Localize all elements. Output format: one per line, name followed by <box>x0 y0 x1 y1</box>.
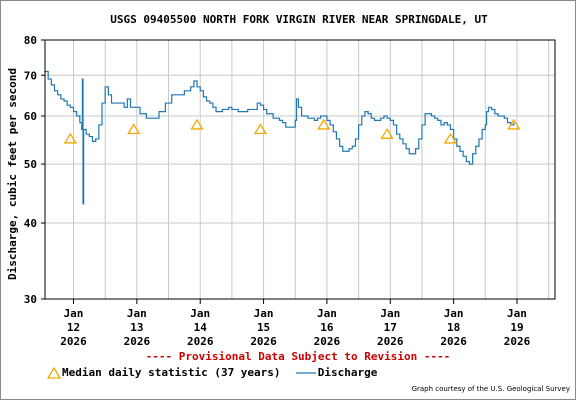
x-tick-label: 14 <box>194 321 208 334</box>
x-tick-label: 2026 <box>314 335 341 348</box>
x-tick-label: Jan <box>444 307 464 320</box>
median-point <box>253 123 268 135</box>
median-point <box>443 132 458 144</box>
provisional-notice: ---- Provisional Data Subject to Revisio… <box>145 350 451 363</box>
discharge-series-line <box>45 70 515 205</box>
legend-discharge-label: Discharge <box>317 366 378 379</box>
x-tick-label: 18 <box>447 321 460 334</box>
x-tick-label: Jan <box>190 307 210 320</box>
plot-border <box>44 39 556 300</box>
y-axis-label: Discharge, cubic feet per second <box>6 68 19 280</box>
x-tick-label: 13 <box>130 321 143 334</box>
y-tick-label: 80 <box>24 34 37 47</box>
x-tick-label: 15 <box>257 321 270 334</box>
y-tick-label: 70 <box>24 69 37 82</box>
x-tick-label: 2026 <box>187 335 214 348</box>
median-triangle-icon <box>46 366 62 379</box>
discharge-line-icon <box>295 371 316 374</box>
x-tick-label: Jan <box>254 307 274 320</box>
x-tick-label: 19 <box>510 321 523 334</box>
median-point <box>507 118 521 130</box>
y-tick-label: 30 <box>24 293 37 306</box>
x-tick-label: 12 <box>67 321 80 334</box>
y-tick-label: 50 <box>24 158 37 171</box>
x-axis-ticks: Jan122026Jan132026Jan142026Jan152026Jan1… <box>60 299 531 348</box>
median-point <box>380 127 394 139</box>
x-tick-label: Jan <box>317 307 337 320</box>
x-tick-label: 2026 <box>440 335 467 348</box>
x-tick-label: 2026 <box>250 335 277 348</box>
x-tick-label: 16 <box>320 321 334 334</box>
y-tick-label: 40 <box>24 217 37 230</box>
x-tick-label: 2026 <box>124 335 151 348</box>
y-tick-label: 60 <box>24 110 37 123</box>
median-point <box>317 118 331 130</box>
credit-text: Graph courtesy of the U.S. Geological Su… <box>411 385 570 393</box>
x-tick-label: 2026 <box>60 335 87 348</box>
median-point <box>63 132 78 144</box>
x-tick-label: 2026 <box>504 335 531 348</box>
series-layer <box>45 70 521 205</box>
median-point <box>190 118 204 130</box>
chart-title: USGS 09405500 NORTH FORK VIRGIN RIVER NE… <box>110 13 488 26</box>
legend-median-label: Median daily statistic (37 years) <box>62 366 281 379</box>
x-tick-label: 2026 <box>377 335 404 348</box>
x-tick-label: Jan <box>380 307 400 320</box>
x-tick-label: Jan <box>127 307 147 320</box>
x-tick-label: 17 <box>384 321 397 334</box>
legend: Median daily statistic (37 years) Discha… <box>46 366 377 379</box>
median-point <box>127 123 141 135</box>
y-axis-ticks: 30 40 50 60 70 80 <box>24 34 45 306</box>
grid-lines <box>45 39 555 300</box>
x-tick-label: Jan <box>64 307 84 320</box>
x-tick-label: Jan <box>507 307 527 320</box>
